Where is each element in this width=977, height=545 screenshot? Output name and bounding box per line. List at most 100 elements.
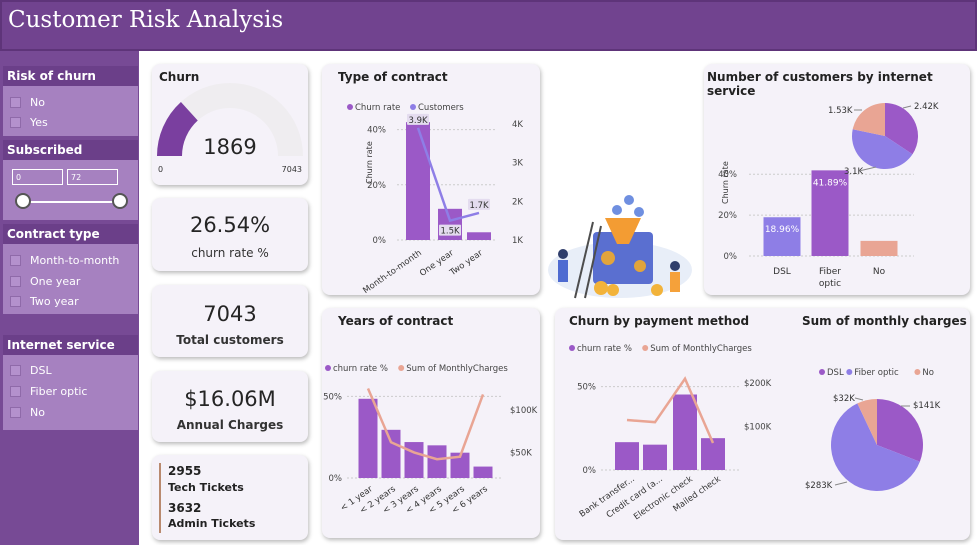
- gauge-track: [157, 83, 303, 156]
- admin-tickets-label: Admin Tickets: [168, 517, 256, 530]
- tick-label: 40%: [367, 126, 386, 136]
- gauge-fill: [157, 101, 198, 156]
- category-label: Fiber: [819, 267, 841, 277]
- checkbox-icon[interactable]: [10, 386, 21, 397]
- tickets-card: 2955 Tech Tickets 3632 Admin Tickets: [152, 455, 308, 540]
- payment-bar: [673, 394, 697, 470]
- legend-label: Sum of MonthlyCharges: [650, 344, 752, 354]
- internet-chart: 0% 20% 40%Churn rate 18.96% 41.89% DSL Fiber op…: [718, 102, 939, 289]
- risk-option-no[interactable]: No: [10, 96, 45, 109]
- user-icon: [634, 207, 644, 217]
- pie-slice: [885, 103, 918, 155]
- internet-bar: [860, 240, 898, 256]
- internet-option-fiber[interactable]: Fiber optic: [10, 385, 87, 398]
- gauge-value: 1869: [203, 135, 256, 159]
- internet-bar: [763, 217, 801, 256]
- contract-bar: [406, 122, 430, 240]
- max-month-input[interactable]: 72: [67, 169, 118, 185]
- checkbox-icon[interactable]: [10, 117, 21, 128]
- tick-label: 1K: [512, 236, 523, 246]
- slider-min-handle[interactable]: [15, 193, 31, 209]
- contract-chart-card: Type of contract Churn rate Customers 0% 20…: [322, 64, 540, 295]
- legend-marker: [347, 104, 353, 110]
- legend-label: Sum of MonthlyCharges: [406, 364, 508, 374]
- funnel-illustration: [548, 195, 692, 299]
- contract-option-two-year[interactable]: Two year: [10, 295, 79, 308]
- option-label: Fiber optic: [30, 385, 88, 398]
- gear-icon: [634, 260, 646, 272]
- tick-label: $50K: [510, 448, 532, 458]
- contract-bar: [467, 232, 491, 240]
- data-label: 3.9K: [408, 116, 428, 126]
- option-label: No: [30, 406, 45, 419]
- checkbox-icon[interactable]: [10, 296, 21, 307]
- tick-label: $200K: [744, 379, 772, 389]
- pie-leader: [834, 481, 848, 486]
- data-label-box: [407, 113, 429, 125]
- tick-label: 0%: [329, 474, 343, 484]
- tick-label: 40%: [718, 170, 737, 180]
- checkbox-icon[interactable]: [10, 365, 21, 376]
- person-icon: [558, 249, 568, 259]
- checkbox-icon[interactable]: [10, 407, 21, 418]
- tech-tickets-value: 2955: [168, 464, 202, 478]
- charges-line: [366, 388, 485, 461]
- min-month-input[interactable]: 0: [12, 169, 63, 185]
- coin-icon: [651, 284, 663, 296]
- internet-option-no[interactable]: No: [10, 406, 45, 419]
- payment-bar: [643, 444, 667, 470]
- tick-label: 50%: [323, 392, 342, 402]
- churn-gauge-card: Churn 1869 0 7043: [152, 64, 308, 185]
- internet-chart-card: Number of customers by internet service …: [704, 64, 970, 295]
- slider-max-handle[interactable]: [112, 193, 128, 209]
- pie-slice: [877, 399, 923, 462]
- legend-label: Customers: [418, 103, 464, 113]
- churn-rate-value: 26.54%: [189, 213, 271, 237]
- internet-chart-title: Number of customers by internet service: [707, 70, 933, 98]
- admin-tickets-value: 3632: [168, 501, 202, 515]
- illustration-ladder: [584, 225, 602, 299]
- annual-charges-card: $16.06M Annual Charges: [152, 371, 308, 442]
- data-label: 18.96%: [765, 225, 800, 235]
- payment-bar: [615, 442, 639, 470]
- internet-option-dsl[interactable]: DSL: [10, 364, 52, 377]
- category-label: Two year: [447, 248, 485, 279]
- y-axis-label: Churn rate: [721, 161, 730, 204]
- pie-label: $32K: [833, 394, 855, 404]
- person-icon: [670, 261, 680, 271]
- gauge-min: 0: [158, 165, 163, 174]
- pie-leader: [902, 105, 912, 109]
- illustration-ladder: [574, 221, 594, 299]
- annual-charges-value: $16.06M: [184, 387, 276, 411]
- y-axis-label: Churn rate: [365, 141, 374, 184]
- risk-filter-title: Risk of churn: [3, 66, 138, 86]
- coin-icon: [594, 281, 608, 295]
- legend-label: Churn rate: [355, 103, 400, 113]
- option-label: DSL: [30, 364, 52, 377]
- checkbox-icon[interactable]: [10, 97, 21, 108]
- contract-option-month[interactable]: Month-to-month: [10, 254, 119, 267]
- tick-label: 0%: [373, 236, 387, 246]
- legend-marker: [325, 365, 331, 371]
- years-bar: [450, 452, 470, 478]
- legend-label: churn rate %: [577, 344, 632, 354]
- charges-line: [626, 376, 715, 444]
- legend-label: DSL: [827, 368, 844, 378]
- pie-label: $141K: [913, 401, 941, 411]
- contract-option-one-year[interactable]: One year: [10, 275, 80, 288]
- checkbox-icon[interactable]: [10, 276, 21, 287]
- data-label-box: [468, 198, 490, 210]
- tickets-accent-bar: [159, 463, 161, 533]
- pie-label: $283K: [805, 481, 833, 491]
- header-bar: Customer Risk Analysis: [0, 0, 977, 51]
- checkbox-icon[interactable]: [10, 255, 21, 266]
- risk-option-yes[interactable]: Yes: [10, 116, 48, 129]
- tick-label: $100K: [744, 423, 772, 433]
- total-customers-card: 7043 Total customers: [152, 285, 308, 357]
- years-bar: [473, 466, 493, 478]
- contract-filter-body: [3, 244, 138, 314]
- page-title: Customer Risk Analysis: [8, 7, 284, 33]
- years-chart-title: Years of contract: [338, 314, 454, 328]
- option-label: Month-to-month: [30, 254, 120, 267]
- filter-sidebar: Risk of churn No Yes Subscribed (Month) …: [0, 51, 139, 545]
